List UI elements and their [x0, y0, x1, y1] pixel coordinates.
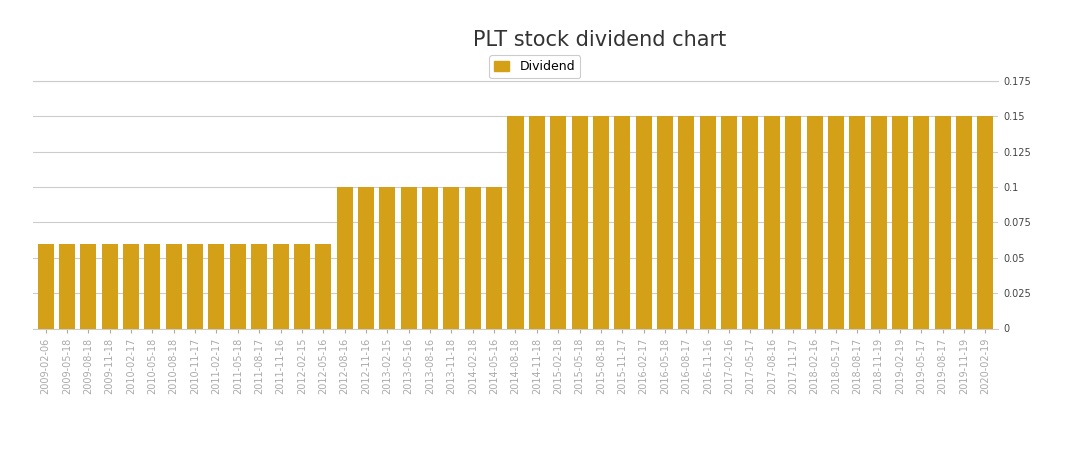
Bar [786, 117, 801, 328]
Bar [572, 117, 588, 328]
Bar [144, 243, 160, 328]
Bar [230, 243, 245, 328]
Bar [550, 117, 566, 328]
Bar [699, 117, 716, 328]
Legend: Dividend: Dividend [490, 55, 580, 78]
Bar [166, 243, 182, 328]
Bar [657, 117, 673, 328]
Bar [892, 117, 908, 328]
Bar [679, 117, 694, 328]
Bar [123, 243, 139, 328]
Bar [806, 117, 823, 328]
Bar [358, 187, 374, 328]
Bar [507, 117, 524, 328]
Bar [978, 117, 994, 328]
Bar [81, 243, 96, 328]
Bar [636, 117, 651, 328]
Bar [935, 117, 950, 328]
Bar [956, 117, 972, 328]
Bar [487, 187, 502, 328]
Bar [592, 117, 609, 328]
Bar [101, 243, 118, 328]
Bar [273, 243, 288, 328]
Bar [529, 117, 544, 328]
Bar [614, 117, 631, 328]
Bar [721, 117, 738, 328]
Bar [293, 243, 310, 328]
Bar [743, 117, 758, 328]
Bar [849, 117, 865, 328]
Bar [337, 187, 352, 328]
Bar [443, 187, 459, 328]
Bar [828, 117, 844, 328]
Bar [422, 187, 439, 328]
Bar [37, 243, 53, 328]
Bar [871, 117, 887, 328]
Bar [59, 243, 75, 328]
Bar [315, 243, 332, 328]
Bar [913, 117, 930, 328]
Bar [465, 187, 481, 328]
Bar [380, 187, 395, 328]
Bar [187, 243, 203, 328]
Bar [208, 243, 225, 328]
Text: PLT stock dividend chart: PLT stock dividend chart [473, 31, 727, 50]
Bar [764, 117, 780, 328]
Bar [400, 187, 417, 328]
Bar [251, 243, 267, 328]
